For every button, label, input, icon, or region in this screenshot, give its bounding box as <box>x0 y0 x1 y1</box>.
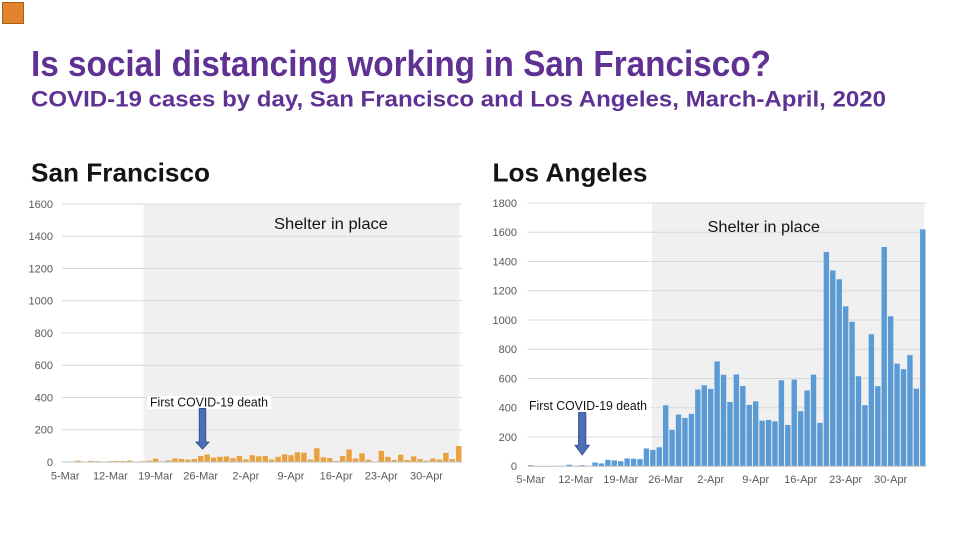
svg-text:COVID-19 cases by day, San Fra: COVID-19 cases by day, San Francisco and… <box>31 87 886 112</box>
svg-text:Is social distancing working i: Is social distancing working in San Fran… <box>31 43 771 84</box>
svg-text:200: 200 <box>499 432 517 444</box>
svg-text:Shelter in place: Shelter in place <box>708 219 821 236</box>
svg-text:9-Apr: 9-Apr <box>742 474 769 486</box>
svg-text:800: 800 <box>35 328 53 340</box>
svg-text:San Francisco: San Francisco <box>31 158 210 188</box>
svg-text:800: 800 <box>499 344 517 356</box>
svg-text:400: 400 <box>35 392 53 404</box>
svg-text:12-Mar: 12-Mar <box>93 471 128 483</box>
svg-text:23-Apr: 23-Apr <box>829 474 862 486</box>
svg-text:1200: 1200 <box>493 286 517 298</box>
svg-text:12-Mar: 12-Mar <box>558 474 593 486</box>
svg-text:19-Mar: 19-Mar <box>603 474 638 486</box>
svg-text:1000: 1000 <box>29 296 53 308</box>
svg-text:First COVID-19 death: First COVID-19 death <box>529 398 647 413</box>
svg-text:2-Apr: 2-Apr <box>697 474 724 486</box>
svg-text:1800: 1800 <box>493 198 517 210</box>
svg-text:Los Angeles: Los Angeles <box>493 158 648 188</box>
svg-text:16-Apr: 16-Apr <box>784 474 817 486</box>
svg-text:1000: 1000 <box>493 315 517 327</box>
svg-text:30-Apr: 30-Apr <box>410 471 443 483</box>
svg-text:0: 0 <box>47 457 53 469</box>
svg-text:5-Mar: 5-Mar <box>516 474 545 486</box>
svg-text:1200: 1200 <box>29 263 53 275</box>
svg-text:16-Apr: 16-Apr <box>320 471 353 483</box>
svg-text:600: 600 <box>35 360 53 372</box>
svg-text:9-Apr: 9-Apr <box>278 471 305 483</box>
svg-text:26-Mar: 26-Mar <box>648 474 683 486</box>
svg-text:400: 400 <box>499 403 517 415</box>
svg-text:1400: 1400 <box>29 231 53 243</box>
svg-text:0: 0 <box>511 461 517 473</box>
svg-text:26-Mar: 26-Mar <box>183 471 218 483</box>
svg-text:Shelter in place: Shelter in place <box>274 216 388 233</box>
svg-text:First COVID-19 death: First COVID-19 death <box>150 395 268 410</box>
svg-text:200: 200 <box>35 425 53 437</box>
svg-text:600: 600 <box>499 373 517 385</box>
svg-text:1400: 1400 <box>493 256 517 268</box>
svg-text:1600: 1600 <box>29 199 53 211</box>
svg-text:2-Apr: 2-Apr <box>232 471 259 483</box>
svg-text:19-Mar: 19-Mar <box>138 471 173 483</box>
svg-text:1600: 1600 <box>493 227 517 239</box>
svg-text:30-Apr: 30-Apr <box>874 474 907 486</box>
svg-text:23-Apr: 23-Apr <box>365 471 398 483</box>
svg-text:5-Mar: 5-Mar <box>51 471 80 483</box>
